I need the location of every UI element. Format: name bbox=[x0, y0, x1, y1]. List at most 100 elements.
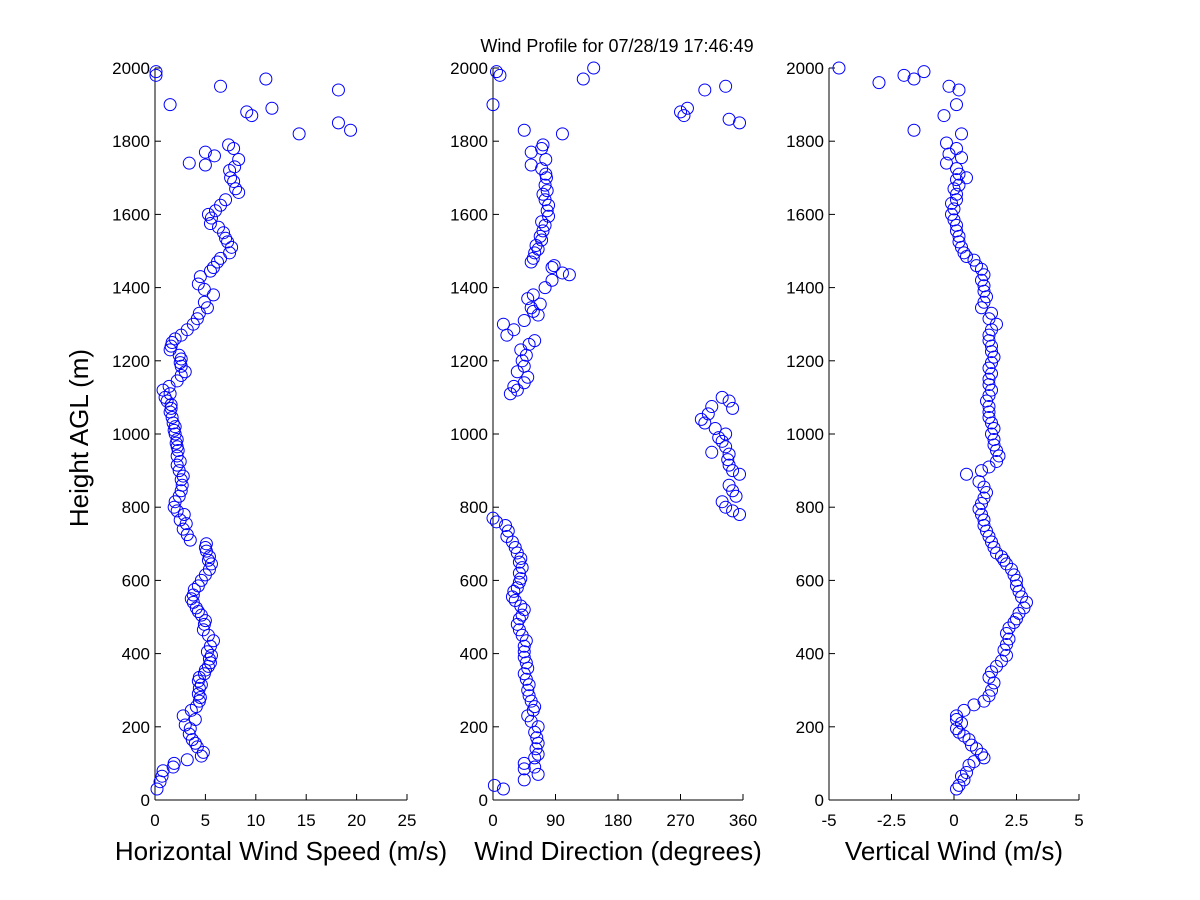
data-point bbox=[510, 383, 524, 397]
data-point bbox=[519, 656, 533, 670]
data-point bbox=[515, 608, 529, 622]
data-point bbox=[952, 167, 966, 181]
data-point bbox=[957, 773, 971, 787]
data-point bbox=[950, 162, 963, 176]
data-point bbox=[1010, 573, 1023, 587]
data-point bbox=[940, 156, 953, 170]
y-tick-label: 400 bbox=[460, 645, 488, 664]
data-point bbox=[167, 756, 181, 770]
data-point bbox=[172, 464, 186, 478]
data-point bbox=[722, 394, 736, 408]
data-point bbox=[982, 389, 996, 403]
data-point bbox=[722, 447, 736, 461]
data-point bbox=[486, 511, 500, 525]
data-point bbox=[533, 297, 547, 311]
data-point bbox=[512, 623, 526, 637]
data-point bbox=[715, 495, 729, 509]
data-point bbox=[228, 160, 242, 174]
data-point bbox=[163, 387, 177, 401]
data-point bbox=[519, 672, 533, 686]
data-point bbox=[977, 295, 991, 309]
y-axis-label: Height AGL (m) bbox=[64, 349, 94, 527]
data-point bbox=[960, 249, 973, 263]
y-tick-label: 0 bbox=[815, 791, 824, 810]
data-point bbox=[193, 691, 207, 705]
data-point bbox=[1000, 637, 1013, 651]
data-point bbox=[508, 594, 522, 608]
data-point bbox=[530, 731, 544, 745]
y-tick-label: 1200 bbox=[112, 352, 150, 371]
data-point bbox=[990, 546, 1003, 560]
data-point bbox=[942, 79, 956, 93]
panel-2: 0 200 400 600 800 1000 1200 1400 1600 1800 2000 0 90… bbox=[450, 59, 762, 866]
x-tick-label: 2.5 bbox=[1005, 811, 1029, 830]
data-point bbox=[496, 317, 510, 331]
data-point bbox=[677, 109, 691, 123]
data-point bbox=[726, 504, 740, 518]
data-point bbox=[174, 352, 188, 366]
data-point bbox=[975, 497, 988, 511]
data-point bbox=[587, 61, 601, 75]
y-tick-label: 600 bbox=[796, 571, 824, 590]
data-point bbox=[1000, 648, 1013, 662]
y-tick-label: 1600 bbox=[450, 205, 488, 224]
data-point bbox=[170, 449, 184, 463]
data-point bbox=[522, 689, 536, 703]
data-points bbox=[149, 65, 358, 796]
data-point bbox=[719, 427, 733, 441]
data-point bbox=[536, 187, 550, 201]
x-axis-label: Horizontal Wind Speed (m/s) bbox=[115, 836, 447, 866]
data-point bbox=[207, 149, 221, 163]
data-point bbox=[201, 207, 215, 221]
data-point bbox=[517, 639, 531, 653]
data-point bbox=[155, 769, 169, 783]
data-point bbox=[487, 778, 501, 792]
data-point bbox=[198, 568, 212, 582]
data-point bbox=[168, 420, 182, 434]
x-tick-label: 5 bbox=[1074, 811, 1083, 830]
x-axis-label: Wind Direction (degrees) bbox=[474, 836, 762, 866]
data-point bbox=[987, 422, 1001, 436]
data-point bbox=[517, 773, 531, 787]
data-point bbox=[997, 553, 1011, 567]
data-point bbox=[975, 273, 988, 287]
y-tick-label: 1600 bbox=[786, 205, 824, 224]
data-point bbox=[517, 762, 531, 776]
x-tick-label: 360 bbox=[729, 811, 757, 830]
data-point bbox=[214, 79, 228, 93]
data-point bbox=[985, 306, 998, 320]
x-tick-label: 15 bbox=[297, 811, 316, 830]
data-point bbox=[510, 546, 524, 560]
data-point bbox=[733, 116, 747, 130]
x-tick-label: 10 bbox=[246, 811, 265, 830]
data-point bbox=[708, 422, 722, 436]
data-point bbox=[165, 411, 179, 425]
data-point bbox=[1000, 626, 1013, 640]
data-point bbox=[950, 218, 963, 232]
data-point bbox=[576, 72, 590, 86]
y-tick-label: 800 bbox=[796, 498, 824, 517]
data-point bbox=[203, 264, 217, 278]
data-point bbox=[975, 301, 988, 315]
data-point bbox=[970, 259, 983, 273]
data-point bbox=[960, 467, 973, 481]
x-tick-label: 180 bbox=[604, 811, 632, 830]
data-point bbox=[175, 478, 189, 492]
data-point bbox=[977, 268, 991, 282]
y-tick-label: 1200 bbox=[786, 352, 824, 371]
data-point bbox=[960, 766, 973, 780]
y-tick-label: 2000 bbox=[450, 59, 488, 78]
data-point bbox=[214, 251, 228, 265]
data-point bbox=[528, 334, 542, 348]
x-tick-label: 0 bbox=[949, 811, 958, 830]
data-point bbox=[945, 207, 958, 221]
data-point bbox=[985, 683, 998, 697]
x-tick-label: 5 bbox=[201, 811, 210, 830]
data-point bbox=[531, 308, 545, 322]
data-point bbox=[219, 193, 233, 207]
data-point bbox=[182, 156, 196, 170]
data-point bbox=[975, 464, 988, 478]
data-point bbox=[952, 83, 966, 97]
data-point bbox=[223, 246, 237, 260]
data-point bbox=[232, 153, 246, 166]
